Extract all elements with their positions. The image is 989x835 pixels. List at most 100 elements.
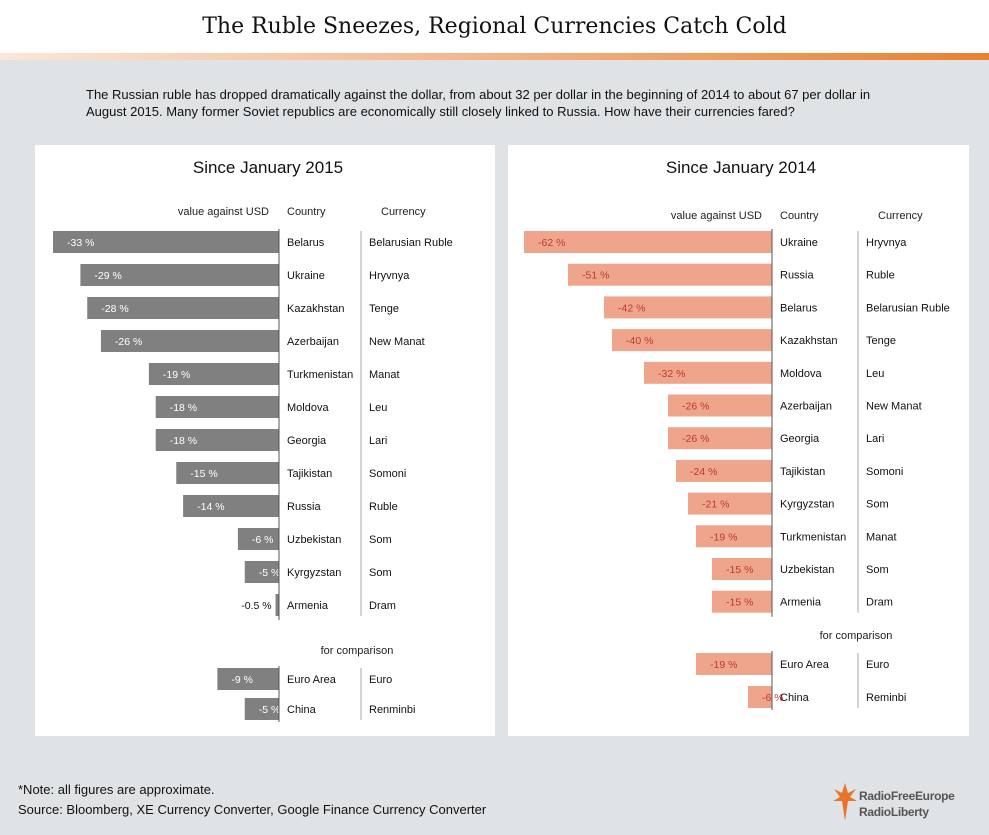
row-value-label: -26 % (682, 433, 709, 445)
row-value-label: -28 % (101, 303, 128, 315)
row-value-label: -21 % (702, 499, 729, 511)
row-value-label: -15 % (190, 468, 217, 480)
row-bar (100, 330, 279, 352)
comparison-row-country: China (287, 704, 317, 716)
row-value-label: -18 % (170, 435, 197, 447)
axis-label: value against USD (178, 206, 269, 218)
row-bar (524, 231, 772, 253)
intro-text: The Russian ruble has dropped dramatical… (86, 87, 871, 119)
row-bar (696, 525, 772, 548)
row-country: Armenia (780, 597, 822, 609)
page-title: The Ruble Sneezes, Regional Currencies C… (202, 14, 787, 39)
comparison-row-bar (244, 698, 279, 720)
row-country: Kyrgyzstan (780, 499, 834, 511)
row-country: Tajikistan (287, 468, 332, 480)
row-currency: Ruble (866, 270, 895, 282)
row-currency: New Manat (866, 401, 922, 413)
row-currency: Manat (866, 531, 897, 543)
comparison-row-country: Euro Area (780, 659, 830, 671)
row-currency: Belarusian Ruble (369, 237, 453, 249)
comparison-row-value-label: -9 % (231, 674, 253, 686)
row-country: Georgia (780, 433, 820, 445)
row-value-label: -26 % (682, 401, 709, 413)
row-bar (53, 231, 279, 253)
row-value-label: -62 % (538, 237, 565, 249)
row-currency: Leu (866, 368, 884, 380)
column-header-currency: Currency (878, 210, 923, 222)
row-value-label: -15 % (726, 564, 753, 576)
row-currency: Tenge (866, 335, 896, 347)
row-currency: Som (866, 499, 889, 511)
column-header-currency: Currency (381, 206, 426, 218)
row-country: Turkmenistan (287, 369, 353, 381)
row-value-label: -33 % (67, 237, 94, 249)
comparison-row-currency: Reminbi (866, 692, 906, 704)
row-value-label: -19 % (163, 369, 190, 381)
row-value-label: -18 % (170, 402, 197, 414)
chart-panel-2015: Since January 2015 value against USD Count… (35, 145, 495, 736)
row-value-label: -15 % (726, 597, 753, 609)
row-bar (183, 495, 279, 517)
row-bar (604, 296, 772, 319)
chart-since-2015: Since January 2015 value against USD Count… (53, 158, 453, 722)
comparison-row-country: China (780, 692, 810, 704)
row-country: Kyrgyzstan (287, 567, 341, 579)
column-header-country: Country (780, 210, 819, 222)
comparison-row-bar (217, 668, 279, 690)
row-bar (688, 492, 772, 515)
header: The Ruble Sneezes, Regional Currencies C… (0, 0, 989, 53)
row-value-label: -5 % (259, 567, 281, 579)
chart-since-2014: Since January 2014 value against USD Count… (524, 158, 950, 710)
row-country: Ukraine (780, 237, 818, 249)
chart-title: Since January 2015 (193, 158, 343, 177)
row-bar (668, 394, 772, 417)
row-currency: Somoni (866, 466, 903, 478)
row-value-label: -42 % (618, 302, 645, 314)
row-country: Uzbekistan (287, 534, 341, 546)
row-currency: Lari (866, 433, 884, 445)
row-bar (87, 297, 279, 319)
logo-text-line1: RadioFreeEurope (859, 789, 955, 803)
row-bar (176, 462, 279, 484)
chart-panel-2014: Since January 2014 value against USD Count… (508, 145, 969, 736)
source-note: Source: Bloomberg, XE Currency Converter… (18, 802, 487, 817)
row-currency: Belarusian Ruble (866, 302, 950, 314)
row-country: Georgia (287, 435, 327, 447)
row-country: Moldova (780, 368, 822, 380)
row-bar (155, 429, 279, 451)
row-bar (612, 329, 772, 352)
row-country: Kazakhstan (287, 303, 344, 315)
row-value-label: -29 % (94, 270, 121, 282)
row-value-label: -19 % (710, 531, 737, 543)
row-currency: Dram (866, 597, 893, 609)
accent-bar (0, 53, 989, 60)
row-country: Tajikistan (780, 466, 825, 478)
row-bar (712, 558, 772, 580)
row-currency: Tenge (369, 303, 399, 315)
row-country: Azerbaijan (780, 401, 832, 413)
comparison-row-value-label: -19 % (710, 659, 737, 671)
row-currency: Som (866, 564, 889, 576)
row-country: Azerbaijan (287, 336, 339, 348)
comparison-row-value-label: -5 % (259, 704, 281, 716)
row-value-label: -40 % (626, 335, 653, 347)
comparison-row-bar (696, 653, 772, 675)
row-value-label: -24 % (690, 466, 717, 478)
row-value-label: -51 % (582, 270, 609, 282)
row-currency: Hryvnya (369, 270, 410, 282)
row-country: Belarus (780, 302, 818, 314)
comparison-row-currency: Renminbi (369, 704, 415, 716)
comparison-row-currency: Euro (369, 674, 392, 686)
comparison-label: for comparison (321, 645, 394, 657)
row-value-label: -0.5 % (241, 600, 271, 612)
row-currency: Ruble (369, 501, 398, 513)
row-bar (155, 396, 279, 418)
row-country: Kazakhstan (780, 335, 837, 347)
rfe-rl-torch-icon (833, 783, 857, 821)
comparison-row-value-label: -6 % (762, 692, 784, 704)
comparison-label: for comparison (820, 630, 893, 642)
row-value-label: -26 % (115, 336, 142, 348)
row-country: Moldova (287, 402, 329, 414)
comparison-row-bar (748, 686, 772, 708)
row-bar (668, 427, 772, 450)
